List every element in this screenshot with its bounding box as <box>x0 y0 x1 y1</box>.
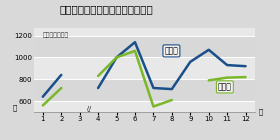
Bar <box>34 57 255 79</box>
Bar <box>34 101 255 112</box>
Bar <box>34 36 255 57</box>
Bar <box>34 28 255 36</box>
Text: １年生: １年生 <box>164 46 178 55</box>
Text: //: // <box>87 105 91 110</box>
Text: ２年生: ２年生 <box>218 82 232 91</box>
Text: 人: 人 <box>13 104 17 111</box>
Text: 月: 月 <box>258 109 263 115</box>
Text: 〔警察庁調べ〕: 〔警察庁調べ〕 <box>43 32 69 38</box>
Text: （２００９〜１３年の５年間分
を月別に合計）: （２００９〜１３年の５年間分 を月別に合計） <box>279 43 280 83</box>
Bar <box>34 79 255 101</box>
Text: 歩行中に死傷した小学１、２年生: 歩行中に死傷した小学１、２年生 <box>60 4 153 14</box>
